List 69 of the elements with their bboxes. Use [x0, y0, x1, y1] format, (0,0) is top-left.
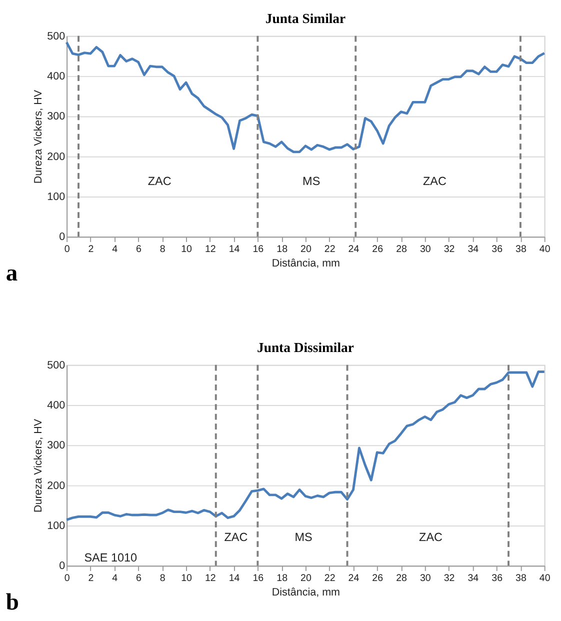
- x-tick-label: 8: [160, 572, 166, 584]
- x-tick-label: 24: [348, 244, 360, 255]
- x-tick-label: 40: [539, 244, 551, 255]
- x-tick-label: 12: [204, 572, 216, 584]
- x-tick-label: 34: [468, 572, 480, 584]
- y-tick-label: 500: [47, 30, 66, 42]
- y-tick-label: 100: [47, 520, 66, 532]
- chart-title: Junta Similar: [265, 11, 346, 26]
- y-tick-label: 0: [59, 231, 66, 244]
- x-tick-label: 38: [516, 244, 527, 255]
- annotation: ZAC: [422, 174, 447, 188]
- x-tick-label: 26: [372, 244, 384, 255]
- annotation: ZAC: [224, 531, 248, 544]
- x-tick-label: 24: [348, 572, 360, 584]
- annotation: ZAC: [419, 531, 444, 544]
- x-tick-label: 28: [396, 244, 408, 255]
- x-tick-label: 12: [204, 244, 216, 255]
- annotation: MS: [302, 174, 320, 188]
- annotation: SAE 1010: [84, 552, 138, 565]
- x-tick-label: 34: [468, 244, 480, 255]
- x-tick-label: 36: [492, 572, 504, 584]
- x-tick-label: 22: [324, 572, 336, 584]
- y-axis-title: Dureza Vickers, HV: [32, 418, 44, 513]
- x-tick-label: 38: [516, 572, 527, 584]
- x-tick-label: 18: [276, 572, 288, 584]
- text: a: [6, 260, 18, 287]
- annotation: MS: [294, 531, 312, 544]
- x-tick-label: 4: [112, 244, 118, 255]
- x-tick-label: 2: [88, 244, 94, 255]
- x-tick-label: 40: [539, 572, 551, 584]
- x-axis-title: Distância, mm: [272, 258, 340, 270]
- x-tick-label: 36: [492, 244, 504, 255]
- x-tick-label: 30: [420, 572, 432, 584]
- y-tick-label: 400: [47, 399, 66, 412]
- y-tick-label: 300: [47, 110, 66, 123]
- annotation: ZAC: [148, 174, 172, 188]
- y-tick-label: 200: [47, 480, 66, 492]
- y-axis-title: Dureza Vickers, HV: [32, 89, 44, 184]
- y-tick-label: 300: [47, 440, 66, 452]
- y-tick-label: 500: [47, 359, 66, 372]
- x-tick-label: 16: [252, 572, 264, 584]
- text: b: [6, 590, 19, 616]
- x-tick-label: 20: [300, 244, 312, 255]
- x-tick-label: 2: [88, 572, 94, 584]
- line-series: [65, 41, 546, 154]
- x-tick-label: 10: [181, 244, 193, 255]
- y-tick-label: 100: [47, 190, 66, 203]
- x-axis-title: Distância, mm: [272, 586, 340, 598]
- y-tick-label: 400: [47, 70, 66, 83]
- x-tick-label: 16: [252, 244, 264, 255]
- x-tick-label: 22: [324, 244, 336, 255]
- x-tick-label: 18: [276, 244, 288, 255]
- x-tick-label: 28: [396, 572, 408, 584]
- x-tick-label: 26: [372, 572, 384, 584]
- chart-title: Junta Dissimilar: [256, 340, 354, 356]
- line-series: [65, 370, 546, 522]
- x-tick-label: 32: [444, 572, 455, 584]
- x-tick-label: 6: [136, 572, 142, 584]
- x-tick-label: 30: [420, 244, 432, 255]
- x-tick-label: 14: [228, 572, 240, 584]
- y-tick-label: 200: [47, 150, 66, 163]
- y-tick-label: 0: [59, 560, 66, 572]
- x-tick-label: 4: [112, 572, 118, 584]
- x-tick-label: 10: [181, 572, 193, 584]
- x-tick-label: 6: [136, 244, 142, 255]
- x-tick-label: 32: [444, 244, 455, 255]
- x-tick-label: 14: [228, 244, 240, 255]
- x-tick-label: 8: [160, 244, 166, 255]
- x-tick-label: 20: [300, 572, 312, 584]
